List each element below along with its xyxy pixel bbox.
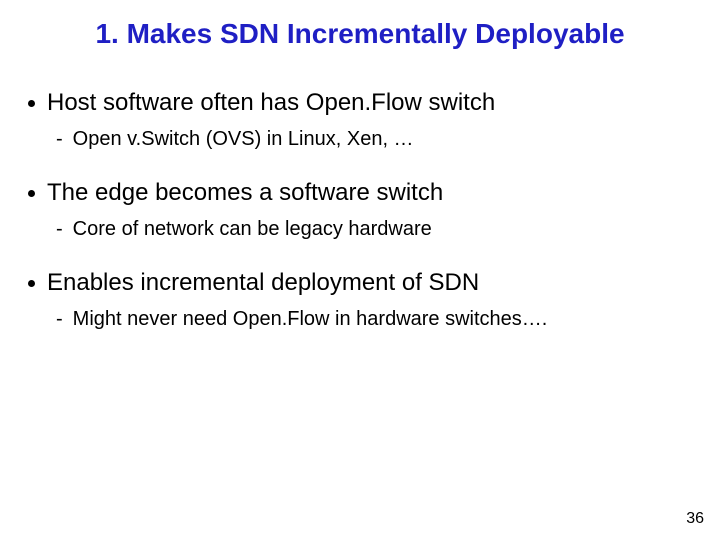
dash-icon: - bbox=[56, 126, 63, 152]
dash-icon: - bbox=[56, 306, 63, 332]
bullet-icon bbox=[28, 190, 35, 197]
bullet-text: Enables incremental deployment of SDN bbox=[47, 268, 692, 298]
sub-bullet-text: Core of network can be legacy hardware bbox=[73, 216, 692, 242]
bullet-text: Host software often has Open.Flow switch bbox=[47, 88, 692, 118]
bullet-text: The edge becomes a software switch bbox=[47, 178, 692, 208]
bullet-icon bbox=[28, 100, 35, 107]
slide: 1. Makes SDN Incrementally Deployable Ho… bbox=[0, 0, 720, 540]
sub-bullet-text: Might never need Open.Flow in hardware s… bbox=[73, 306, 692, 332]
page-number: 36 bbox=[686, 510, 704, 528]
bullet-item: Host software often has Open.Flow switch bbox=[28, 88, 692, 118]
bullet-item: The edge becomes a software switch bbox=[28, 178, 692, 208]
slide-content: Host software often has Open.Flow switch… bbox=[28, 88, 692, 332]
sub-bullet-item: - Core of network can be legacy hardware bbox=[56, 216, 692, 242]
sub-bullet-item: - Open v.Switch (OVS) in Linux, Xen, … bbox=[56, 126, 692, 152]
sub-bullet-item: - Might never need Open.Flow in hardware… bbox=[56, 306, 692, 332]
dash-icon: - bbox=[56, 216, 63, 242]
sub-bullet-text: Open v.Switch (OVS) in Linux, Xen, … bbox=[73, 126, 692, 152]
slide-title: 1. Makes SDN Incrementally Deployable bbox=[0, 18, 720, 50]
bullet-item: Enables incremental deployment of SDN bbox=[28, 268, 692, 298]
bullet-icon bbox=[28, 280, 35, 287]
